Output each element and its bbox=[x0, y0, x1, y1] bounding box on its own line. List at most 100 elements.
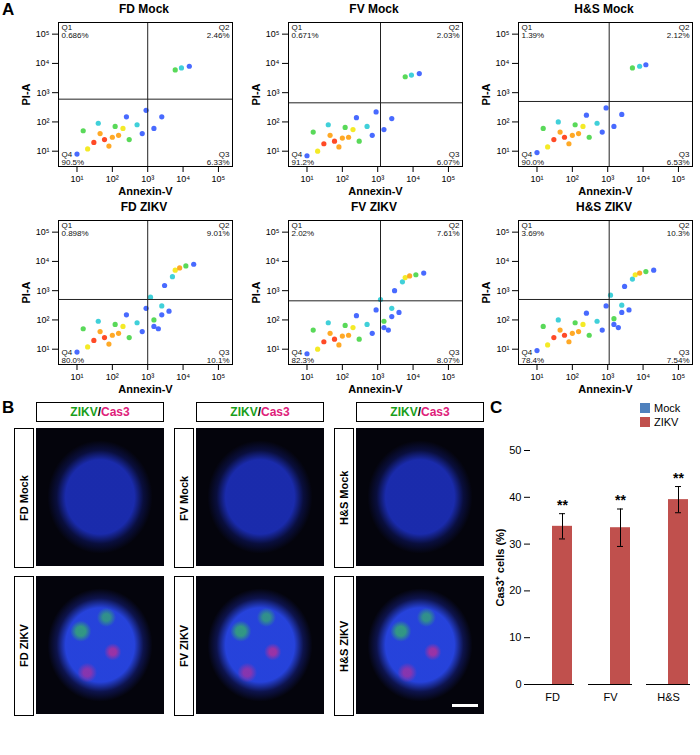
svg-text:Annexin-V: Annexin-V bbox=[578, 383, 633, 395]
svg-text:10¹: 10¹ bbox=[496, 146, 509, 156]
svg-text:Q10.671%: Q10.671% bbox=[292, 23, 319, 40]
svg-text:10⁴: 10⁴ bbox=[496, 58, 510, 68]
svg-text:10²: 10² bbox=[106, 174, 119, 184]
svg-text:10¹: 10¹ bbox=[530, 174, 543, 184]
svg-text:10⁴: 10⁴ bbox=[176, 174, 190, 184]
svg-text:10: 10 bbox=[509, 631, 521, 643]
svg-text:Q491.2%: Q491.2% bbox=[292, 150, 315, 167]
svg-text:10¹: 10¹ bbox=[36, 146, 49, 156]
svg-text:Q490.5%: Q490.5% bbox=[62, 150, 85, 167]
svg-text:10⁵: 10⁵ bbox=[266, 29, 280, 39]
svg-text:Annexin-V: Annexin-V bbox=[348, 383, 403, 395]
svg-text:10²: 10² bbox=[336, 174, 349, 184]
svg-text:10¹: 10¹ bbox=[496, 344, 509, 354]
svg-text:10⁵: 10⁵ bbox=[442, 372, 456, 382]
svg-text:Q22.03%: Q22.03% bbox=[437, 23, 460, 40]
svg-text:10³: 10³ bbox=[36, 286, 49, 296]
svg-text:10¹: 10¹ bbox=[266, 344, 279, 354]
svg-text:Annexin-V: Annexin-V bbox=[348, 185, 403, 197]
svg-text:**: ** bbox=[615, 492, 626, 508]
svg-text:Q10.898%: Q10.898% bbox=[62, 221, 89, 238]
svg-text:**: ** bbox=[673, 470, 684, 486]
svg-text:10²: 10² bbox=[266, 315, 279, 325]
svg-text:10⁵: 10⁵ bbox=[442, 174, 456, 184]
svg-text:0: 0 bbox=[515, 678, 521, 690]
svg-text:10²: 10² bbox=[566, 174, 579, 184]
svg-text:10⁵: 10⁵ bbox=[496, 29, 510, 39]
svg-text:10³: 10³ bbox=[36, 88, 49, 98]
svg-text:**: ** bbox=[557, 497, 568, 513]
svg-text:Q22.46%: Q22.46% bbox=[207, 23, 230, 40]
svg-text:PI-A: PI-A bbox=[250, 281, 262, 303]
svg-text:10⁴: 10⁴ bbox=[406, 372, 420, 382]
svg-text:Q37.54%: Q37.54% bbox=[667, 348, 690, 365]
svg-text:10⁵: 10⁵ bbox=[672, 174, 686, 184]
svg-text:10²: 10² bbox=[266, 117, 279, 127]
svg-text:10⁴: 10⁴ bbox=[406, 174, 420, 184]
svg-text:10³: 10³ bbox=[141, 372, 154, 382]
svg-text:10²: 10² bbox=[36, 315, 49, 325]
svg-text:PI-A: PI-A bbox=[20, 281, 32, 303]
svg-text:10²: 10² bbox=[496, 315, 509, 325]
svg-text:10¹: 10¹ bbox=[300, 174, 313, 184]
svg-text:PI-A: PI-A bbox=[250, 83, 262, 105]
svg-text:Q310.1%: Q310.1% bbox=[207, 348, 230, 365]
svg-text:Q29.01%: Q29.01% bbox=[207, 221, 230, 238]
svg-text:10⁴: 10⁴ bbox=[636, 174, 650, 184]
svg-text:20: 20 bbox=[509, 584, 521, 596]
svg-text:PI-A: PI-A bbox=[480, 83, 492, 105]
svg-text:10⁵: 10⁵ bbox=[212, 174, 226, 184]
svg-text:10⁴: 10⁴ bbox=[176, 372, 190, 382]
svg-text:10³: 10³ bbox=[266, 88, 279, 98]
svg-text:10³: 10³ bbox=[141, 174, 154, 184]
svg-text:30: 30 bbox=[509, 538, 521, 550]
svg-text:10⁴: 10⁴ bbox=[266, 256, 280, 266]
svg-text:10³: 10³ bbox=[601, 174, 614, 184]
svg-text:Annexin-V: Annexin-V bbox=[118, 185, 173, 197]
svg-text:Q38.07%: Q38.07% bbox=[437, 348, 460, 365]
svg-text:10⁵: 10⁵ bbox=[212, 372, 226, 382]
svg-text:10³: 10³ bbox=[496, 88, 509, 98]
svg-text:10⁴: 10⁴ bbox=[496, 256, 510, 266]
svg-text:FV: FV bbox=[603, 691, 618, 703]
svg-text:Q490.0%: Q490.0% bbox=[522, 150, 545, 167]
svg-text:10²: 10² bbox=[496, 117, 509, 127]
svg-text:10⁵: 10⁵ bbox=[496, 227, 510, 237]
svg-text:Annexin-V: Annexin-V bbox=[578, 185, 633, 197]
svg-text:Q22.12%: Q22.12% bbox=[667, 23, 690, 40]
svg-text:Q478.4%: Q478.4% bbox=[522, 348, 545, 365]
svg-text:10¹: 10¹ bbox=[36, 344, 49, 354]
svg-text:10²: 10² bbox=[36, 117, 49, 127]
svg-text:FD: FD bbox=[545, 691, 560, 703]
svg-text:10³: 10³ bbox=[496, 286, 509, 296]
svg-text:10⁴: 10⁴ bbox=[36, 58, 50, 68]
svg-text:10¹: 10¹ bbox=[266, 146, 279, 156]
svg-text:10⁵: 10⁵ bbox=[672, 372, 686, 382]
svg-text:Q482.3%: Q482.3% bbox=[292, 348, 315, 365]
svg-text:10³: 10³ bbox=[371, 372, 384, 382]
svg-text:10⁵: 10⁵ bbox=[266, 227, 280, 237]
svg-text:10¹: 10¹ bbox=[70, 372, 83, 382]
svg-text:10⁵: 10⁵ bbox=[36, 29, 50, 39]
svg-text:Q36.33%: Q36.33% bbox=[207, 150, 230, 167]
svg-text:10⁵: 10⁵ bbox=[36, 227, 50, 237]
svg-text:10¹: 10¹ bbox=[530, 372, 543, 382]
svg-text:Q27.61%: Q27.61% bbox=[437, 221, 460, 238]
svg-text:PI-A: PI-A bbox=[20, 83, 32, 105]
svg-text:Q12.02%: Q12.02% bbox=[292, 221, 315, 238]
svg-text:10⁴: 10⁴ bbox=[266, 58, 280, 68]
svg-text:40: 40 bbox=[509, 491, 521, 503]
svg-text:10⁴: 10⁴ bbox=[636, 372, 650, 382]
svg-text:10²: 10² bbox=[566, 372, 579, 382]
svg-text:Q480.0%: Q480.0% bbox=[62, 348, 85, 365]
svg-text:Q13.69%: Q13.69% bbox=[522, 221, 545, 238]
svg-text:10¹: 10¹ bbox=[300, 372, 313, 382]
svg-text:Q36.07%: Q36.07% bbox=[437, 150, 460, 167]
svg-text:10⁴: 10⁴ bbox=[36, 256, 50, 266]
svg-text:10²: 10² bbox=[336, 372, 349, 382]
svg-text:Q11.39%: Q11.39% bbox=[522, 23, 545, 40]
svg-text:10²: 10² bbox=[106, 372, 119, 382]
svg-text:10³: 10³ bbox=[371, 174, 384, 184]
svg-text:10³: 10³ bbox=[266, 286, 279, 296]
svg-text:Annexin-V: Annexin-V bbox=[118, 383, 173, 395]
